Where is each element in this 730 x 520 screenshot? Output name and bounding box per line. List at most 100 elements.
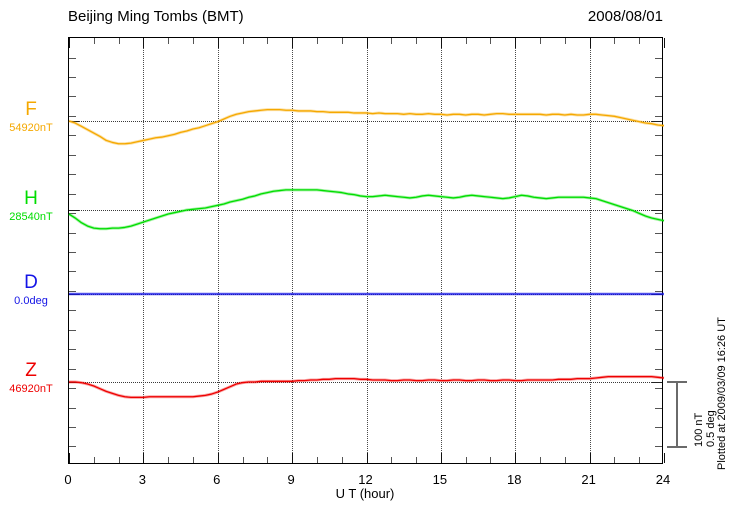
y-tick-major — [652, 382, 662, 383]
x-tick-label-18: 18 — [507, 472, 522, 487]
x-tick-top-hour-20 — [564, 38, 566, 44]
x-tick-top-hour-8 — [267, 38, 269, 44]
x-tick-hour-5 — [192, 457, 194, 463]
y-tick — [69, 446, 76, 447]
y-tick — [69, 135, 76, 136]
x-tick-hour-23 — [639, 457, 641, 463]
y-tick — [655, 271, 662, 272]
baseline-F — [69, 121, 662, 122]
component-name-F: F — [25, 99, 37, 120]
y-tick — [69, 330, 76, 331]
component-label-H: H 28540nT — [0, 189, 64, 224]
x-tick-top-hour-17 — [490, 38, 492, 44]
x-tick-top-hour-19 — [540, 38, 542, 44]
y-tick-major — [69, 210, 79, 211]
component-name-H: H — [24, 188, 38, 209]
x-tick-top-hour-12 — [366, 38, 368, 48]
scale-bar-text: 100 nT 0.5 deg — [693, 410, 717, 447]
x-tick-hour-24 — [664, 453, 665, 463]
x-tick-hour-12 — [366, 453, 368, 463]
y-tick — [69, 213, 76, 214]
y-tick-major — [69, 121, 79, 122]
x-tick-hour-14 — [416, 457, 418, 463]
component-label-F: F 54920nT — [0, 100, 64, 135]
plotted-timestamp: Plotted at 2009/03/09 16:26 UT — [716, 317, 728, 470]
gridline-hour-9 — [292, 38, 294, 463]
component-baseline-F: 54920nT — [9, 122, 53, 134]
x-tick-top-hour-10 — [316, 38, 318, 44]
x-tick-top-hour-9 — [292, 38, 294, 48]
y-tick — [655, 213, 662, 214]
component-label-Z: Z 46920nT — [0, 361, 64, 396]
x-tick-hour-22 — [614, 457, 616, 463]
x-tick-hour-17 — [490, 457, 492, 463]
gridline-hour-15 — [440, 38, 442, 463]
scale-line1: 100 nT — [693, 412, 705, 447]
y-tick — [69, 408, 76, 409]
y-tick — [655, 194, 662, 195]
y-tick — [69, 174, 76, 175]
y-tick-major — [652, 121, 662, 122]
y-tick — [655, 155, 662, 156]
trace-H — [68, 189, 665, 230]
y-tick — [69, 271, 76, 272]
y-tick — [655, 349, 662, 350]
y-tick — [69, 96, 76, 97]
gridline-hour-21 — [589, 38, 591, 463]
page-title: Beijing Ming Tombs (BMT) — [68, 8, 244, 25]
y-tick — [69, 291, 76, 292]
x-tick-label-9: 9 — [287, 472, 295, 487]
x-tick-label-24: 24 — [655, 472, 671, 487]
x-tick-hour-0 — [69, 453, 70, 463]
x-tick-top-hour-18 — [515, 38, 517, 48]
y-tick — [655, 408, 662, 409]
x-tick-top-hour-1 — [93, 38, 95, 44]
component-baseline-Z: 46920nT — [9, 383, 53, 395]
y-tick — [655, 330, 662, 331]
x-tick-top-hour-7 — [242, 38, 244, 44]
trace-Z — [69, 375, 665, 399]
y-tick — [655, 233, 662, 234]
y-tick — [655, 174, 662, 175]
gridline-hour-3 — [143, 38, 145, 463]
x-tick-top-hour-21 — [589, 38, 591, 48]
x-tick-label-3: 3 — [138, 472, 146, 487]
scale-bar — [667, 381, 687, 448]
y-tick — [655, 369, 662, 370]
x-tick-hour-10 — [316, 457, 318, 463]
x-tick-label-6: 6 — [213, 472, 221, 487]
x-tick-hour-1 — [93, 457, 95, 463]
y-tick — [655, 116, 662, 117]
y-tick — [655, 388, 662, 389]
y-tick — [655, 96, 662, 97]
gridline-hour-18 — [515, 38, 517, 463]
gridline-hour-12 — [366, 38, 368, 463]
x-tick-hour-7 — [242, 457, 244, 463]
y-tick — [69, 155, 76, 156]
x-tick-hour-2 — [118, 457, 120, 463]
x-tick-hour-15 — [440, 453, 442, 463]
scale-bar-bottom-cap — [667, 446, 687, 448]
x-tick-top-hour-3 — [143, 38, 145, 48]
x-tick-top-hour-4 — [168, 38, 170, 44]
y-tick — [69, 194, 76, 195]
x-tick-top-hour-5 — [192, 38, 194, 44]
x-axis-title: U T (hour) — [335, 486, 395, 501]
y-tick — [69, 349, 76, 350]
x-tick-hour-21 — [589, 453, 591, 463]
y-tick — [655, 58, 662, 59]
component-name-Z: Z — [25, 360, 37, 381]
y-tick — [69, 310, 76, 311]
x-tick-top-hour-6 — [217, 38, 219, 48]
y-tick — [655, 427, 662, 428]
component-label-D: D 0.0deg — [0, 273, 64, 308]
x-tick-hour-3 — [143, 453, 145, 463]
baseline-H — [69, 210, 662, 211]
y-tick — [69, 388, 76, 389]
x-tick-top-hour-15 — [440, 38, 442, 48]
x-tick-top-hour-0 — [69, 38, 70, 48]
component-baseline-H: 28540nT — [9, 211, 53, 223]
component-name-D: D — [24, 272, 38, 293]
x-tick-hour-9 — [292, 453, 294, 463]
y-tick — [69, 427, 76, 428]
